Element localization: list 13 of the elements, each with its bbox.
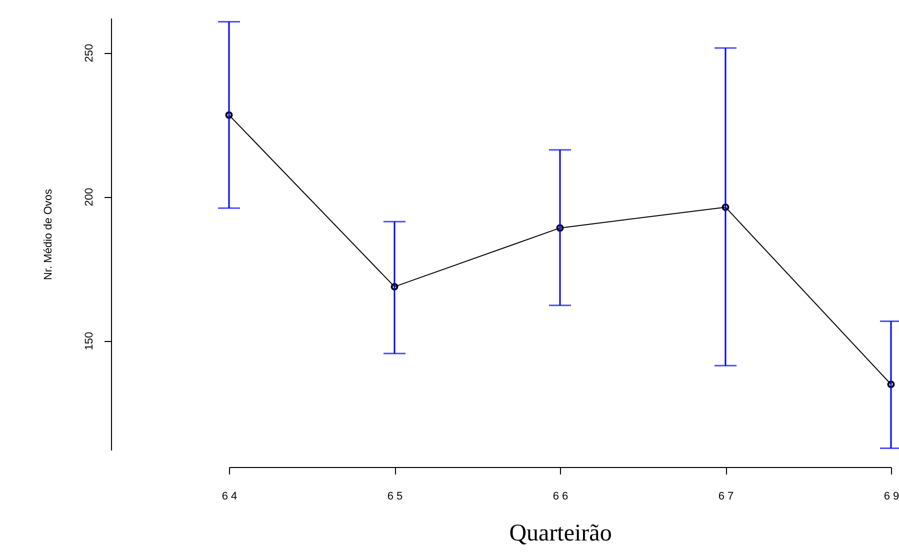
x-axis-title: Quarteirão <box>509 520 612 546</box>
x-tick-label: 6 4 <box>222 490 238 502</box>
x-tick-label: 6 9 <box>884 490 899 502</box>
point <box>722 203 730 211</box>
y-tick-label: 200 <box>84 188 96 206</box>
x-tick-label: 6 7 <box>718 490 734 502</box>
y-tick-label: 250 <box>84 44 96 62</box>
x-tick-label: 6 6 <box>552 490 568 502</box>
point <box>556 224 564 232</box>
x-tick-label: 6 5 <box>387 490 403 502</box>
y-axis-title: Nr. Médio de Ovos <box>42 188 54 280</box>
y-tick-label: 150 <box>84 332 96 350</box>
point <box>390 282 398 290</box>
